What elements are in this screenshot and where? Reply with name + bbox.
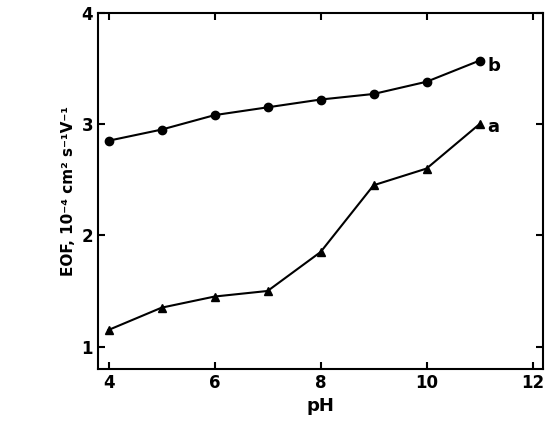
- X-axis label: pH: pH: [307, 397, 334, 415]
- Text: b: b: [488, 57, 501, 75]
- Text: a: a: [488, 118, 500, 137]
- Y-axis label: EOF, 10⁻⁴ cm² s⁻¹V⁻¹: EOF, 10⁻⁴ cm² s⁻¹V⁻¹: [61, 106, 76, 276]
